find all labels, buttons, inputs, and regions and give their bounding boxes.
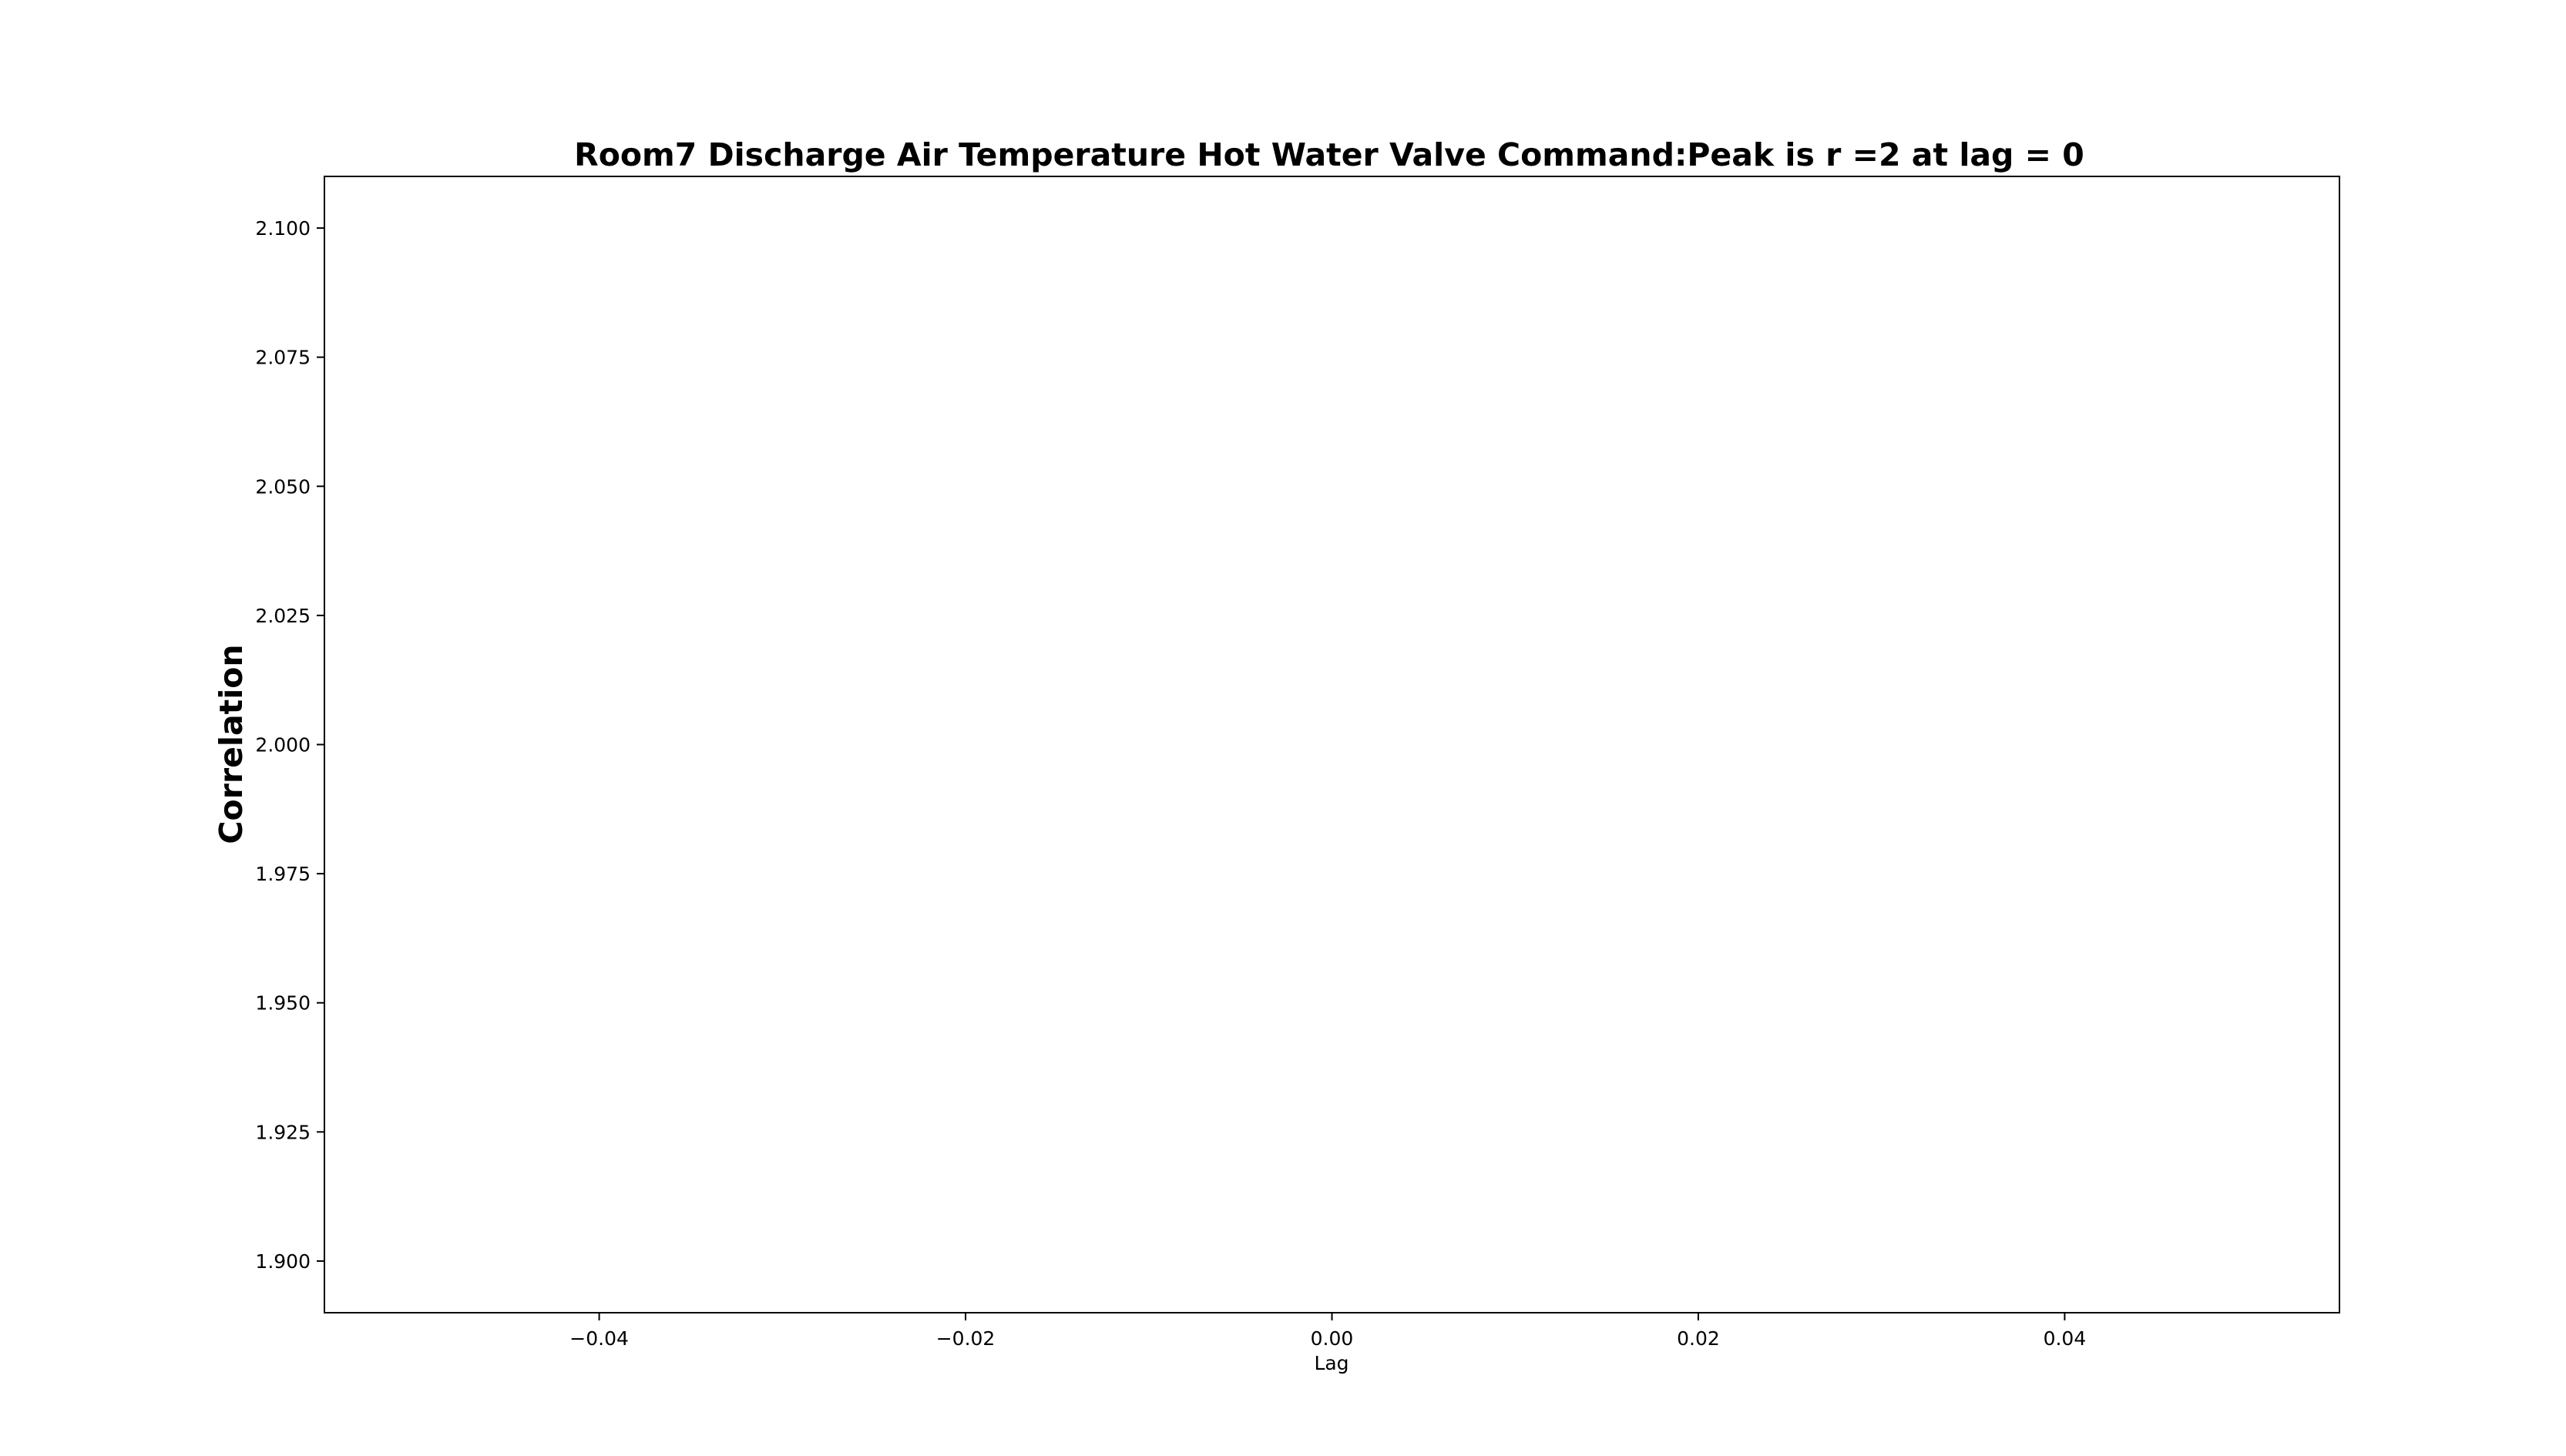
y-tick-label: 2.000 [255,734,311,757]
y-axis: 2.100 2.075 2.050 2.025 2.000 1.975 1.950 1.925… [255,217,324,1273]
y-tick-label: 2.050 [255,475,311,498]
x-axis: −0.04 −0.02 0.00 0.02 0.04 [569,1313,2086,1350]
y-tick-label: 2.100 [255,217,311,240]
y-tick-label: 2.025 [255,605,311,627]
y-tick-label: 1.925 [255,1121,311,1143]
y-tick-label: 1.975 [255,863,311,885]
x-tick-label: −0.04 [569,1327,629,1350]
x-tick-label: 0.04 [2044,1327,2087,1350]
y-tick-label: 1.900 [255,1250,311,1273]
chart-title: Room7 Discharge Air Temperature Hot Wate… [574,136,2084,173]
x-tick-label: −0.02 [936,1327,996,1350]
y-tick-label: 1.950 [255,992,311,1015]
x-axis-label: Lag [1314,1352,1348,1374]
plot-area [324,176,2340,1313]
x-tick-label: 0.00 [1311,1327,1354,1350]
y-tick-label: 2.075 [255,347,311,369]
x-tick-label: 0.02 [1677,1327,1720,1350]
y-axis-label: Correlation [213,644,250,844]
